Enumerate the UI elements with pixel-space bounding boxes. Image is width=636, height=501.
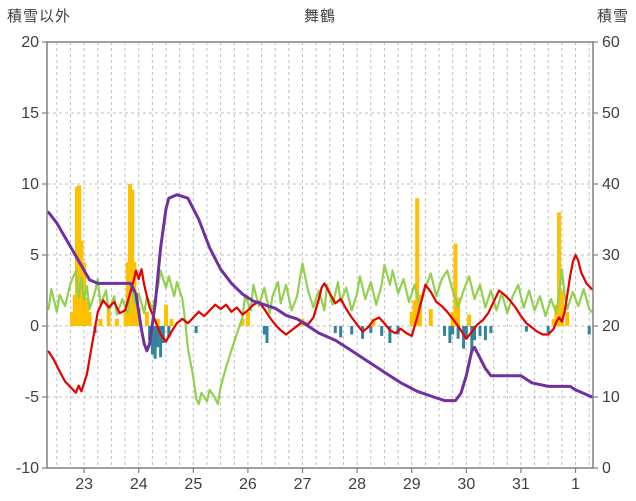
blue-bars-bar [369, 326, 373, 334]
right-axis-tick-label: 40 [602, 176, 620, 193]
orange-bars-bar [554, 304, 559, 326]
x-axis-tick-label: 25 [184, 476, 202, 493]
blue-bars-bar [546, 326, 550, 334]
blue-bars-bar [380, 326, 384, 336]
orange-bars-bar [106, 304, 111, 326]
orange-bars-bar [70, 311, 75, 326]
orange-bars-bar [456, 297, 461, 326]
left-axis-tick-label: -10 [16, 460, 39, 477]
blue-bars-bar [150, 326, 154, 355]
orange-bars-bar [125, 262, 130, 326]
blue-bars-bar [451, 326, 455, 335]
x-axis-tick-label: 26 [239, 476, 257, 493]
blue-bars-bar [456, 326, 460, 339]
purple-snow-depth-line [47, 193, 594, 403]
left-axis-tick-label: 20 [21, 34, 39, 51]
right-axis-tick-label: 10 [602, 389, 620, 406]
orange-bars-bar [557, 212, 562, 326]
orange-bars-bar [371, 318, 376, 326]
blue-bars-bar [333, 326, 337, 334]
left-axis-tick-label: -5 [25, 389, 39, 406]
orange-bars-bar [123, 309, 128, 326]
orange-bars-bar [245, 311, 250, 326]
orange-bars-bar [169, 318, 174, 326]
orange-bars-bar [128, 184, 132, 326]
blue-bars-bar [524, 326, 528, 332]
left-axis-tick-label: 0 [30, 318, 39, 335]
left-axis-tick-label: 5 [30, 247, 39, 264]
orange-bars-bar [134, 297, 139, 326]
orange-bars-bar [240, 318, 245, 326]
orange-bars-bar [114, 318, 119, 326]
x-axis-tick-label: 23 [75, 476, 93, 493]
orange-bars-bar [155, 318, 160, 326]
blue-bars-bar [483, 326, 487, 341]
blue-bars-bar [161, 326, 165, 343]
x-axis-tick-label: 29 [403, 476, 421, 493]
orange-bars-bar [77, 185, 82, 326]
right-axis-tick-label: 50 [602, 105, 620, 122]
orange-bars-bar [130, 189, 135, 326]
orange-bars-bar [559, 290, 564, 326]
orange-bars-bar [412, 300, 417, 326]
right-axis-tick-label: 60 [602, 34, 620, 51]
blue-bars-bar [587, 326, 591, 335]
red-line [47, 253, 594, 394]
left-axis-title: 積雪以外 [7, 8, 72, 25]
orange-bars-bar [72, 294, 77, 326]
orange-bars-bar [453, 243, 458, 326]
orange-bars-bar [409, 311, 414, 326]
blue-bars-bar [156, 326, 160, 348]
blue-bars-bar [153, 326, 157, 359]
right-axis-tick-label: 0 [602, 460, 611, 477]
x-axis-tick-label: 28 [348, 476, 366, 493]
right-axis-tick-label: 20 [602, 318, 620, 335]
orange-bars-bar [84, 297, 89, 326]
orange-bars-bar [164, 304, 168, 326]
orange-bars-bar [144, 311, 149, 326]
orange-bars-bar [551, 318, 556, 326]
blue-bars-bar [265, 326, 269, 343]
x-axis-tick-label: 27 [294, 476, 312, 493]
blue-bars-bar [473, 326, 476, 341]
blue-bars-bar [443, 326, 446, 336]
blue-bars-bar [339, 326, 343, 338]
left-axis-tick-label: 10 [21, 176, 39, 193]
x-axis-tick-label: 24 [130, 476, 148, 493]
blue-bars-bar [448, 326, 452, 343]
blue-bars-bar [167, 326, 171, 338]
green-line [47, 262, 594, 406]
blue-bars-bar [489, 326, 493, 334]
blue-bars-bar [159, 326, 163, 358]
left-axis-tick-label: 15 [21, 105, 39, 122]
x-axis-tick-label: 31 [512, 476, 530, 493]
blue-bars-bar [462, 326, 466, 349]
right-axis-tick-label: 30 [602, 247, 620, 264]
orange-bars-bar [87, 311, 92, 326]
orange-bars-bar [428, 309, 433, 326]
blue-bars-bar [262, 326, 266, 335]
blue-bars-bar [470, 326, 474, 353]
orange-bars-bar [565, 311, 570, 326]
blue-bars-bar [194, 326, 198, 334]
blue-bars-bar [350, 326, 354, 335]
x-axis-tick-label: 1 [571, 476, 580, 493]
orange-bars-bar [98, 318, 103, 326]
chart-title: 舞鶴 [303, 8, 336, 25]
blue-bars-bar [464, 326, 468, 338]
blue-bars-bar [478, 326, 482, 336]
orange-bars-bar [467, 314, 472, 326]
right-axis-title: 積雪 [596, 8, 629, 25]
orange-bars-bar [415, 198, 420, 326]
blue-bars-bar [388, 326, 392, 343]
x-axis-tick-label: 30 [457, 476, 475, 493]
